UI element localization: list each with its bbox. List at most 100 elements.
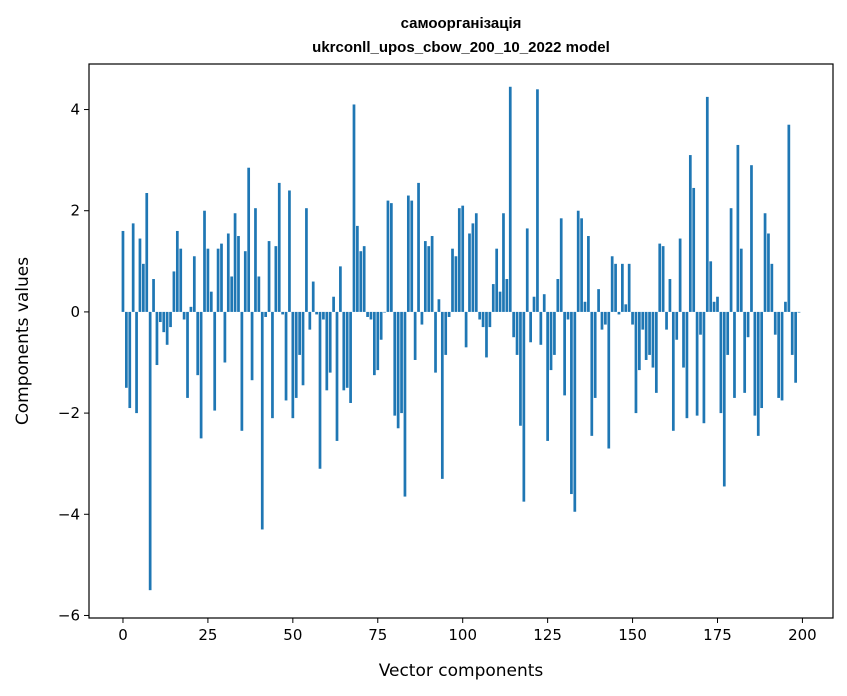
bar bbox=[597, 289, 600, 312]
bar bbox=[356, 225, 359, 312]
bar bbox=[423, 241, 427, 312]
bar bbox=[386, 200, 390, 312]
bar bbox=[315, 311, 318, 315]
bar bbox=[719, 311, 723, 414]
bar bbox=[339, 266, 342, 312]
bar bbox=[539, 311, 543, 345]
bar bbox=[427, 246, 431, 312]
bar bbox=[671, 311, 675, 431]
bar bbox=[335, 311, 339, 441]
bar bbox=[777, 311, 780, 398]
bar bbox=[784, 301, 787, 312]
bar bbox=[260, 311, 264, 530]
bar bbox=[729, 208, 733, 312]
bar bbox=[406, 195, 410, 312]
bar bbox=[121, 230, 125, 312]
bar bbox=[417, 182, 420, 312]
bar bbox=[739, 248, 743, 312]
bar bbox=[138, 238, 142, 312]
bar bbox=[505, 279, 509, 312]
x-tick-label: 100 bbox=[448, 626, 477, 644]
bar bbox=[243, 251, 247, 312]
bar bbox=[478, 311, 482, 320]
bar bbox=[573, 311, 577, 512]
bar bbox=[291, 311, 295, 419]
bar bbox=[216, 248, 220, 312]
bar bbox=[220, 243, 223, 312]
bar bbox=[172, 271, 176, 312]
bar bbox=[678, 238, 682, 312]
bar bbox=[376, 311, 380, 371]
bar bbox=[570, 311, 573, 495]
bar bbox=[508, 86, 512, 312]
bar bbox=[284, 311, 288, 401]
bar bbox=[437, 299, 441, 312]
bar bbox=[553, 311, 556, 355]
bar bbox=[186, 311, 189, 398]
bar bbox=[614, 263, 617, 312]
bar bbox=[658, 243, 662, 312]
bar bbox=[233, 213, 237, 312]
bar bbox=[773, 311, 777, 335]
bar bbox=[733, 311, 736, 398]
bar bbox=[750, 165, 753, 312]
bar bbox=[155, 311, 159, 366]
bar bbox=[468, 233, 471, 312]
bar bbox=[158, 311, 162, 323]
bar bbox=[240, 311, 244, 431]
bar bbox=[345, 311, 349, 388]
bar bbox=[736, 144, 740, 312]
bar bbox=[746, 311, 750, 338]
bar bbox=[379, 311, 383, 340]
y-tick-label: 4 bbox=[70, 101, 80, 119]
bar bbox=[373, 311, 376, 376]
x-axis-label: Vector components bbox=[379, 661, 544, 681]
bar bbox=[593, 311, 597, 398]
bar bbox=[464, 311, 468, 348]
bar bbox=[434, 311, 437, 373]
bar bbox=[692, 187, 696, 312]
bar bbox=[794, 311, 797, 383]
bar bbox=[318, 311, 322, 469]
bar bbox=[474, 213, 478, 312]
bar bbox=[393, 311, 397, 416]
bar bbox=[675, 311, 679, 340]
bar bbox=[264, 311, 268, 317]
y-tick-label: −6 bbox=[58, 606, 80, 624]
bar bbox=[485, 311, 488, 358]
y-axis-label: Components values bbox=[13, 257, 33, 425]
bar bbox=[390, 203, 393, 312]
y-tick-label: 2 bbox=[70, 202, 80, 220]
bar bbox=[515, 311, 519, 355]
bar bbox=[702, 311, 706, 424]
bar bbox=[203, 210, 206, 312]
bar bbox=[125, 311, 128, 388]
bar bbox=[648, 311, 651, 355]
bar bbox=[519, 311, 522, 426]
bar bbox=[695, 311, 699, 416]
x-tick-label: 175 bbox=[703, 626, 732, 644]
x-tick-label: 75 bbox=[368, 626, 387, 644]
bar bbox=[770, 263, 774, 312]
bar bbox=[396, 311, 400, 429]
bar bbox=[525, 228, 529, 312]
bar bbox=[250, 311, 254, 381]
bar bbox=[213, 311, 217, 411]
bar bbox=[169, 311, 172, 328]
bar bbox=[451, 248, 454, 312]
bar bbox=[298, 311, 301, 355]
bar bbox=[152, 279, 155, 312]
bar bbox=[271, 311, 274, 419]
bar bbox=[226, 233, 230, 312]
bar bbox=[410, 200, 414, 312]
bar bbox=[763, 213, 767, 312]
bar bbox=[400, 311, 403, 414]
x-tick-label: 125 bbox=[533, 626, 562, 644]
bar bbox=[281, 311, 284, 315]
bar bbox=[481, 311, 485, 328]
bar bbox=[383, 311, 386, 313]
bar bbox=[546, 311, 549, 441]
bar bbox=[420, 311, 424, 325]
bar bbox=[277, 182, 281, 312]
bar bbox=[760, 311, 764, 409]
